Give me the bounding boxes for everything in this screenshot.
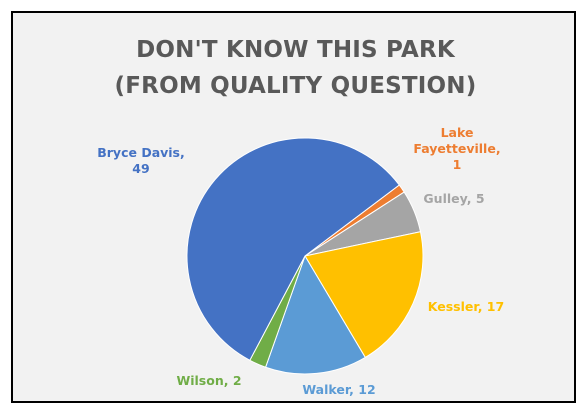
data-label-lake-fayetteville: Lake Fayetteville, 1: [413, 125, 500, 172]
data-label-wilson: Wilson, 2: [176, 373, 241, 388]
data-label-bryce-davis: Bryce Davis, 49: [97, 145, 185, 176]
data-label-kessler: Kessler, 17: [428, 299, 504, 314]
pie-slice-walker: [264, 254, 366, 375]
data-label-gulley: Gulley, 5: [423, 191, 484, 206]
chart-title-line-2: (FROM QUALITY QUESTION): [114, 73, 477, 99]
data-label-walker: Walker, 12: [302, 382, 375, 397]
chart-title-line-1: DON'T KNOW THIS PARK: [136, 37, 455, 63]
pie-slice-bryce-davis: [186, 137, 400, 361]
pie-slice-kessler: [304, 231, 424, 359]
